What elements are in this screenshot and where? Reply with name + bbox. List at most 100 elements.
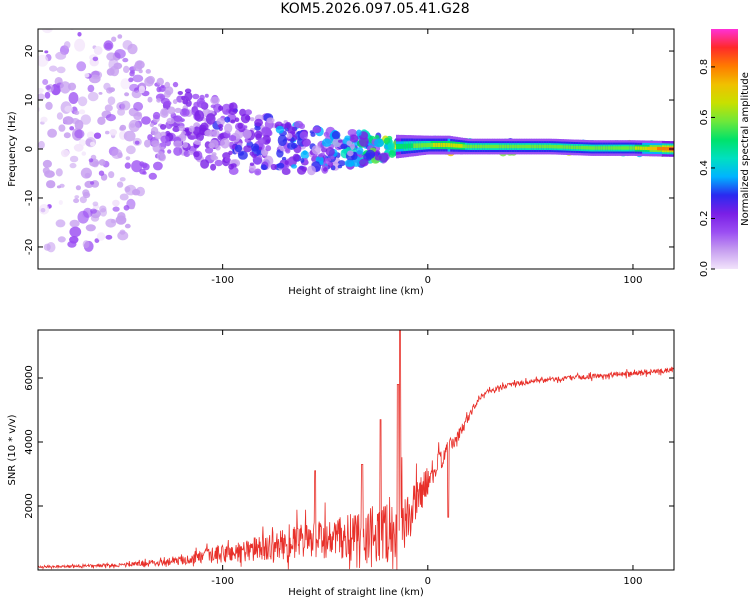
- spectrogram-band-segment: [652, 146, 656, 151]
- spectrogram-cell: [90, 181, 95, 185]
- spectrogram-cell: [44, 50, 49, 54]
- spectrogram-cell: [64, 105, 74, 113]
- spectrogram-cell: [160, 108, 169, 118]
- spectrogram-band-segment: [447, 143, 451, 148]
- spectrogram-band-segment: [610, 146, 614, 150]
- spectrogram-band-segment: [420, 143, 424, 148]
- spectrogram-cell: [75, 185, 81, 191]
- spectrogram-cell: [387, 142, 396, 151]
- colorbar-label: Normalized spectral amplitude: [740, 72, 750, 226]
- spectrogram-cell: [167, 149, 172, 154]
- spectrogram-band-segment: [543, 144, 547, 149]
- spectrogram-cell: [365, 149, 376, 159]
- spectrogram-cell: [44, 170, 55, 178]
- spectrogram-cell: [182, 141, 189, 149]
- spectrogram-cell: [167, 106, 176, 115]
- spectrogram-cell: [244, 109, 252, 116]
- spectrogram-cell: [55, 168, 63, 177]
- spectrogram-cell: [216, 117, 225, 126]
- snr-xlabel: Height of straight line (km): [288, 587, 424, 598]
- spectrogram-cell: [67, 240, 77, 248]
- spectrogram-cell: [60, 149, 70, 158]
- spectrogram-cell: [243, 129, 252, 139]
- snr-panel: -100 0 100 2000 4000 6000 Height of straight …: [7, 329, 675, 598]
- spectrogram-cell: [104, 104, 113, 112]
- spectrogram-cell: [103, 40, 114, 51]
- spectrogram-band-segment: [472, 144, 476, 149]
- spectrogram-cell: [276, 162, 285, 169]
- spectrogram-band-segment: [644, 146, 648, 150]
- spectrogram-band-segment: [583, 146, 587, 150]
- spectrogram-cell: [106, 68, 115, 76]
- spectrogram-cell: [124, 162, 131, 169]
- spectrogram-cell: [128, 77, 134, 83]
- spectrogram-cell: [92, 56, 99, 62]
- spectrogram-cell: [321, 138, 332, 147]
- spectrogram-cell: [286, 133, 293, 139]
- spectrogram-cell: [129, 204, 135, 210]
- spectrogram-band-segment: [413, 143, 417, 148]
- spectrogram-band-segment: [612, 146, 616, 150]
- colorbar-tick-label: 0.0: [699, 261, 710, 277]
- spectrogram-cell: [204, 93, 209, 98]
- spectrogram-cell: [214, 159, 223, 167]
- spectrogram-band-segment: [460, 144, 463, 148]
- spectrogram-cell: [125, 145, 136, 155]
- spectrogram-cell: [228, 163, 235, 170]
- spectrogram-cell: [116, 181, 124, 188]
- spectrogram-cell: [204, 129, 214, 137]
- spectrogram-cell: [111, 148, 123, 159]
- spectrogram-cell: [323, 167, 328, 172]
- spectrogram-cell: [209, 139, 219, 148]
- spectrogram-band-segment: [497, 144, 500, 149]
- spectrogram-cell: [122, 40, 133, 50]
- spectrogram-cell: [261, 150, 268, 157]
- spectrogram-cell: [210, 104, 216, 109]
- spectrogram-cell: [78, 139, 86, 147]
- spectrogram-cell: [210, 96, 220, 105]
- spectrogram-band-segment: [632, 146, 636, 150]
- spectrogram-cell: [99, 208, 107, 217]
- spectrogram-cell: [59, 81, 71, 94]
- spectrogram-band-segment: [450, 143, 454, 148]
- snr-xtick-label: 0: [425, 576, 431, 587]
- spectrogram-cell: [125, 156, 131, 161]
- spectrogram-cell: [69, 162, 77, 169]
- spectrogram-cell: [105, 114, 116, 122]
- spectrogram-cell: [38, 93, 45, 101]
- spectrogram-cell: [211, 155, 219, 161]
- spectrogram-cell: [374, 138, 384, 148]
- spectrogram-cell: [261, 127, 267, 133]
- spectrogram-cell: [249, 151, 255, 156]
- spectrogram-cell: [344, 135, 351, 141]
- spectrogram-band-segment: [492, 144, 495, 149]
- spectrogram-cell: [58, 124, 66, 132]
- spectrogram-cell: [133, 101, 144, 111]
- spectrogram-cell: [160, 124, 167, 130]
- spectrogram-band-segment: [593, 146, 596, 150]
- spectrogram-cell: [160, 97, 170, 105]
- spectrogram-cell: [156, 77, 164, 86]
- spectrogram-cell: [109, 129, 118, 136]
- spectrogram-band-segment: [506, 144, 510, 149]
- spectrogram-cell: [193, 101, 200, 108]
- spectrogram-band-segment: [541, 144, 545, 149]
- spectrogram-band-segment: [565, 145, 569, 149]
- spectrogram-cell: [73, 110, 80, 116]
- spectrogram-cell: [131, 160, 143, 173]
- spectrogram-cell: [105, 130, 110, 135]
- spectrogram-band-segment: [435, 143, 439, 148]
- spectrogram-cell: [177, 91, 183, 95]
- spectrogram-cell: [141, 116, 151, 125]
- spectrogram-cell: [181, 108, 188, 113]
- spectrogram-band-segment: [546, 144, 550, 149]
- spectrogram-cell: [87, 84, 95, 93]
- spectrogram-ytick-label: 10: [24, 94, 35, 107]
- spectrogram-cell: [299, 123, 305, 130]
- spectrogram-ytick-label: 0: [24, 146, 35, 152]
- spectrogram-cell: [86, 131, 95, 139]
- spectrogram-cell: [318, 153, 324, 158]
- spectrogram-cell: [73, 198, 80, 204]
- spectrogram-cell: [300, 158, 305, 163]
- spectrogram-band-segment: [440, 143, 444, 148]
